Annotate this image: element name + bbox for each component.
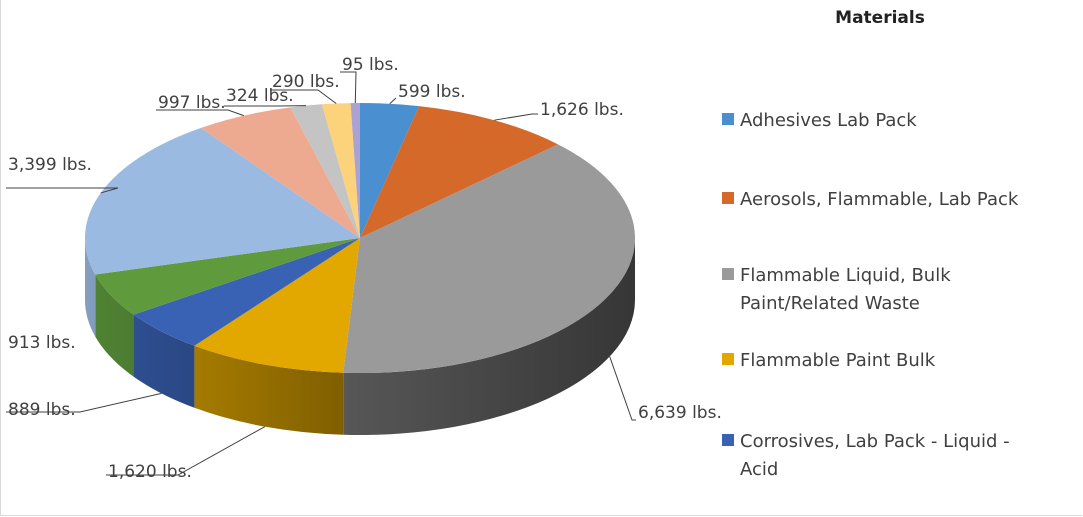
legend-item: Flammable Liquid, Bulk Paint/Related Was… [722, 262, 1052, 318]
leader-line [494, 113, 538, 121]
leader-line [6, 392, 162, 413]
slice [360, 103, 420, 238]
legend-item: Aerosols, Flammable, Lab Pack [722, 186, 1052, 214]
slice [290, 104, 360, 239]
legend-swatch [722, 113, 734, 125]
leader-line [270, 89, 337, 104]
leader-line [106, 426, 266, 476]
data-label: 1,626 lbs. [540, 100, 624, 120]
legend-label: Aerosols, Flammable, Lab Pack [740, 189, 1019, 210]
data-label: 913 lbs. [8, 333, 76, 353]
legend-item: Adhesives Lab Pack [722, 107, 1052, 135]
slice [133, 238, 360, 346]
legend-label: Corrosives, Lab Pack - Liquid - Acid [740, 431, 1010, 480]
legend-swatch [722, 434, 734, 446]
legend-title: Materials [835, 8, 925, 28]
legend-swatch [722, 353, 734, 365]
data-label: 889 lbs. [8, 400, 76, 420]
data-label: 290 lbs. [272, 72, 340, 92]
slice [95, 238, 360, 315]
leader-line [156, 109, 244, 117]
legend-item: Corrosives, Lab Pack - Liquid - Acid [722, 428, 1052, 484]
legend-label: Adhesives Lab Pack [740, 110, 917, 131]
legend-label: Flammable Liquid, Bulk Paint/Related Was… [740, 265, 951, 314]
legend-item: Flammable Paint Bulk [722, 347, 1052, 375]
leader-line [389, 97, 397, 105]
data-label: 997 lbs. [158, 93, 226, 113]
data-label: 324 lbs. [226, 86, 294, 106]
legend-swatch [722, 192, 734, 204]
slice-side [95, 274, 134, 377]
slice-side [85, 238, 96, 337]
data-label: 3,399 lbs. [8, 155, 92, 175]
slice [360, 106, 559, 239]
data-label: 1,620 lbs. [108, 462, 192, 482]
slice [85, 127, 360, 275]
data-label: 95 lbs. [342, 55, 399, 75]
leader-line [340, 71, 357, 104]
slice [194, 238, 360, 373]
slice-side [343, 238, 635, 435]
legend-swatch [722, 268, 734, 280]
slice [350, 103, 360, 238]
slice [321, 103, 360, 239]
leader-line [609, 356, 636, 421]
slice [343, 144, 635, 373]
slice [201, 107, 360, 238]
slice-side [133, 314, 195, 408]
leader-line [6, 187, 119, 194]
data-label: 599 lbs. [398, 82, 466, 102]
data-label: 6,639 lbs. [638, 403, 722, 423]
legend-label: Flammable Paint Bulk [740, 350, 936, 371]
slice-side [194, 345, 344, 435]
